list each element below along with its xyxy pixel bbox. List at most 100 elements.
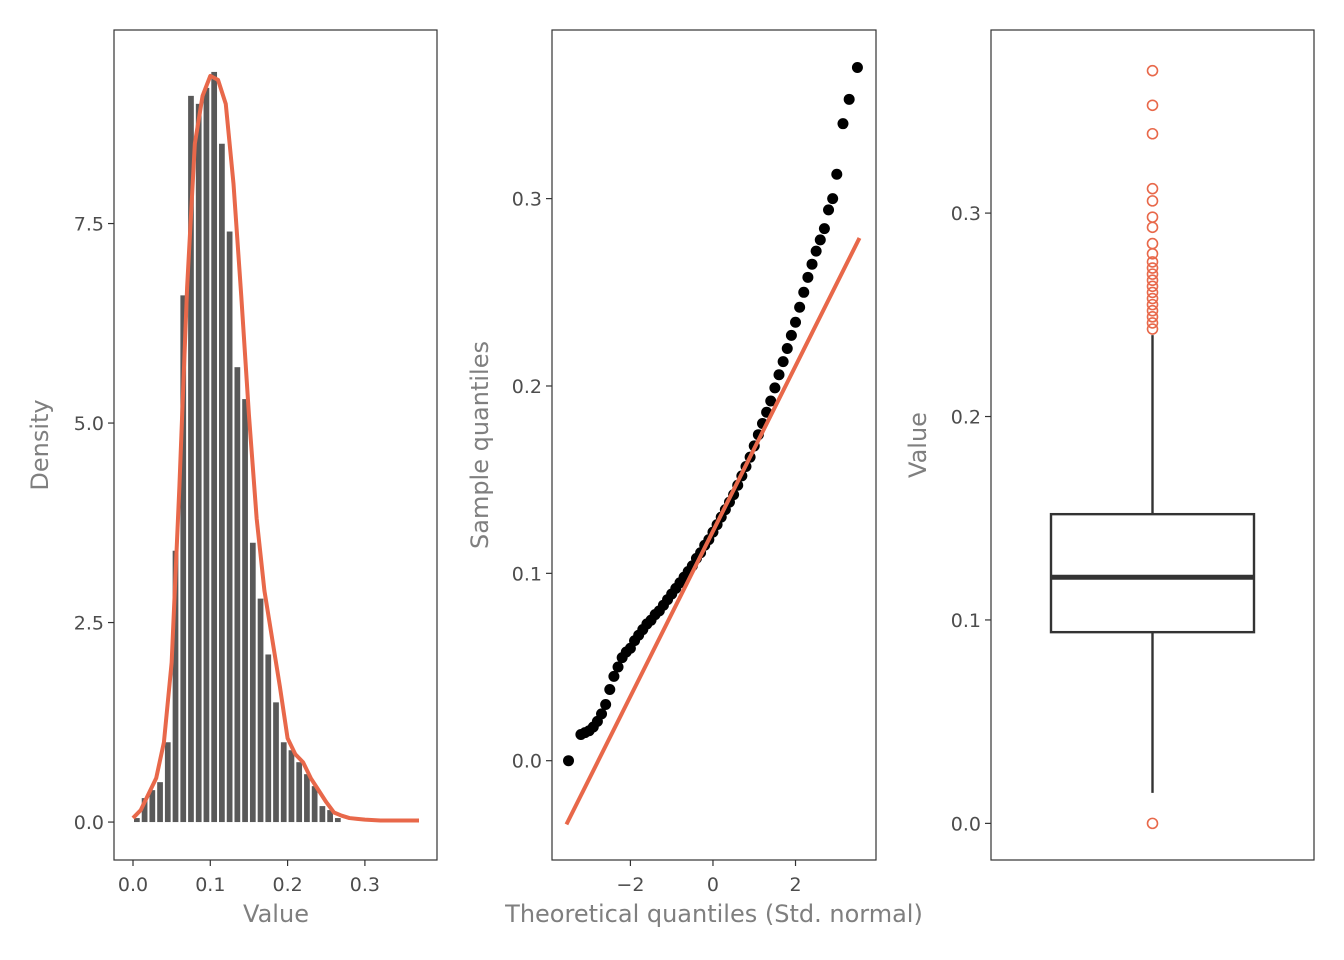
boxplot-panel: 0.0 0.1 0.2 0.3 Value (904, 29, 1315, 861)
boxplot-outlier (1146, 127, 1159, 140)
histogram-x-tick-label: 0.2 (272, 874, 302, 896)
histogram-bar (211, 71, 218, 823)
histogram-x-ticks: 0.0 0.1 0.2 0.3 (118, 860, 380, 896)
boxplot-box (1049, 512, 1256, 634)
boxplot-outliers (1146, 64, 1159, 830)
histogram-bar (319, 806, 326, 823)
boxplot-outlier (1146, 311, 1159, 323)
histogram-bar (141, 798, 148, 823)
boxplot-outlier (1146, 817, 1159, 830)
qq-x-tick-label: 2 (789, 874, 801, 896)
histogram-bars (134, 71, 341, 823)
histogram-bar (134, 818, 140, 823)
boxplot-outlier (1146, 237, 1159, 250)
qq-point (612, 661, 624, 673)
boxplot-y-tick-label: 0.0 (951, 813, 981, 835)
histogram-x-tick-label: 0.3 (350, 874, 380, 896)
qq-point (596, 708, 608, 720)
histogram-bar (219, 143, 225, 823)
boxplot-outlier (1146, 317, 1159, 329)
qq-point (831, 168, 843, 180)
qq-x-tick-label: 0 (707, 874, 719, 896)
qq-reference-line (564, 237, 862, 826)
qq-y-tick-label: 0.2 (512, 376, 542, 398)
histogram-y-tick-label: 5.0 (74, 413, 104, 435)
qq-point (604, 684, 616, 696)
qq-y-ticks: 0.0 0.1 0.2 0.3 (512, 189, 552, 773)
histogram-panel-border (113, 29, 438, 861)
qq-point (600, 698, 612, 710)
histogram-bar (288, 750, 295, 823)
qq-point (802, 271, 814, 283)
qq-point (785, 329, 797, 341)
qq-y-tick-label: 0.1 (512, 563, 542, 585)
histogram-bar (149, 790, 156, 823)
qq-point (843, 93, 855, 105)
boxplot-outlier (1146, 274, 1159, 287)
qq-point (563, 755, 575, 767)
boxplot-panel-border (990, 29, 1315, 861)
histogram-bar (164, 742, 171, 823)
qq-point (818, 223, 830, 235)
boxplot-y-ticks: 0.0 0.1 0.2 0.3 (951, 203, 991, 835)
boxplot-outlier (1146, 298, 1159, 311)
histogram-panel: 0.0 0.1 0.2 0.3 0.0 2.5 5.0 7.5 Value Density (26, 29, 438, 928)
boxplot-outlier (1146, 268, 1159, 280)
boxplot-y-tick-label: 0.2 (951, 407, 981, 429)
histogram-x-tick-label: 0.1 (195, 874, 225, 896)
boxplot-y-tick-label: 0.3 (951, 203, 981, 225)
histogram-bar (311, 786, 318, 823)
qq-point (769, 382, 781, 394)
histogram-bar (188, 95, 194, 823)
histogram-bar (180, 295, 187, 823)
qq-point (608, 670, 620, 682)
histogram-y-tick-label: 0.0 (74, 812, 104, 834)
boxplot-outlier (1146, 195, 1159, 207)
histogram-y-tick-label: 7.5 (74, 214, 104, 236)
histogram-x-axis-title: Value (243, 900, 309, 928)
histogram-bar (280, 742, 287, 823)
boxplot-outlier (1146, 182, 1159, 195)
boxplot-outlier (1146, 262, 1159, 274)
qq-point (851, 61, 863, 73)
qq-point (790, 316, 802, 328)
qq-point (814, 234, 826, 246)
qq-y-axis-title: Sample quantiles (466, 341, 494, 549)
boxplot-outlier (1146, 221, 1159, 234)
histogram-bar (327, 810, 333, 823)
histogram-bar (334, 818, 341, 823)
qq-point (765, 395, 777, 407)
qq-points (563, 61, 863, 767)
boxplot-outlier (1146, 304, 1159, 317)
qq-point (806, 258, 818, 270)
qq-point (781, 343, 793, 355)
qq-y-tick-label: 0.3 (512, 189, 542, 211)
histogram-bar (265, 654, 272, 823)
qq-point (794, 301, 806, 313)
histogram-bar (234, 367, 241, 823)
qq-x-axis-title: Theoretical quantiles (Std. normal) (504, 900, 923, 928)
boxplot-y-tick-label: 0.1 (951, 610, 981, 632)
qq-point (773, 369, 785, 381)
histogram-bar (296, 762, 303, 823)
qq-y-tick-label: 0.0 (512, 751, 542, 773)
qq-point (827, 193, 839, 205)
qq-point (837, 118, 849, 130)
boxplot-outlier (1146, 99, 1159, 112)
histogram-x-tick-label: 0.0 (118, 874, 148, 896)
boxplot-outlier (1146, 256, 1159, 268)
histogram-y-tick-label: 2.5 (74, 613, 104, 635)
qq-plot-panel: −2 0 2 0.0 0.1 0.2 0.3 Theoretical quantiles … (466, 29, 923, 928)
qq-x-tick-label: −2 (616, 874, 644, 896)
histogram-bar (249, 542, 256, 823)
histogram-bar (203, 87, 210, 823)
density-curve (131, 73, 419, 823)
histogram-y-ticks: 0.0 2.5 5.0 7.5 (74, 214, 114, 834)
boxplot-elements (1049, 335, 1256, 793)
histogram-y-axis-title: Density (26, 399, 54, 490)
qq-point (777, 356, 789, 368)
histogram-bar (242, 399, 248, 823)
qq-plot-panel-border (551, 29, 877, 861)
histogram-bar (226, 231, 233, 823)
